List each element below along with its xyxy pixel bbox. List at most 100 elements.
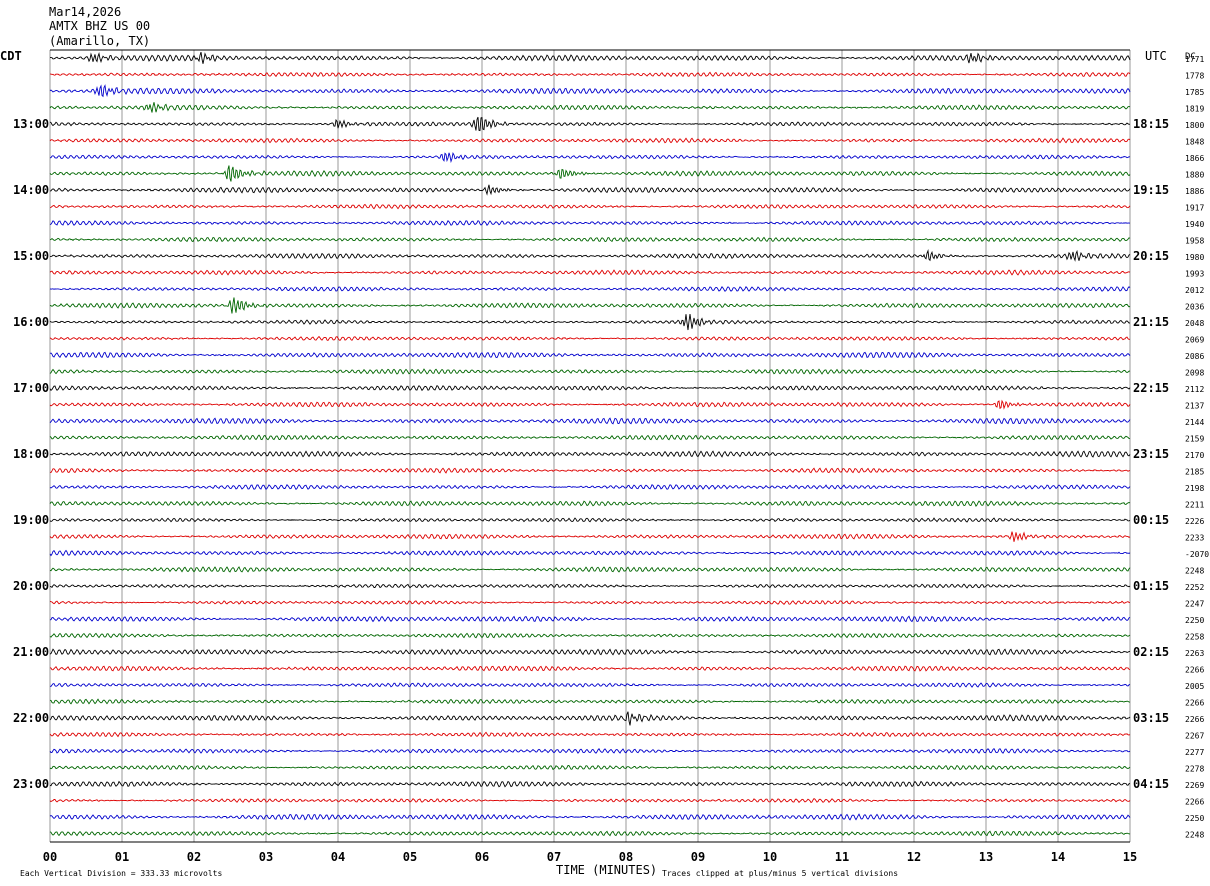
dc-value: 2170 xyxy=(1185,451,1204,460)
x-tick-label: 03 xyxy=(259,850,273,864)
seismic-trace-row xyxy=(49,368,1131,375)
dc-value: 1917 xyxy=(1185,204,1204,213)
seismic-trace-row xyxy=(49,102,1131,113)
header-station: AMTX BHZ US 00 xyxy=(49,19,150,33)
seismic-trace-row xyxy=(49,615,1131,623)
dc-value: 1785 xyxy=(1185,88,1204,97)
seismic-trace-row xyxy=(49,830,1131,837)
left-hour-labels: 13:00 14:00 15:00 16:00 17:00 18:00 19:00 20:00… xyxy=(13,117,49,791)
seismic-trace-row xyxy=(49,137,1131,144)
x-tick-label: 12 xyxy=(907,850,921,864)
x-tick-label: 11 xyxy=(835,850,849,864)
dc-value: 2098 xyxy=(1185,369,1204,378)
seismic-trace-row xyxy=(49,220,1130,226)
dc-value: 2269 xyxy=(1185,781,1204,790)
x-tick-label: 00 xyxy=(43,850,57,864)
seismic-trace-row xyxy=(49,711,1131,726)
seismic-trace-row xyxy=(49,566,1131,573)
dc-value: 2250 xyxy=(1185,814,1204,823)
x-tick-label: 08 xyxy=(619,850,633,864)
x-axis-ticks: 00 01 02 03 04 05 06 07 08 09 10 11 12 13 14 15 xyxy=(43,850,1137,864)
x-tick-label: 07 xyxy=(547,850,561,864)
dc-value: 2247 xyxy=(1185,600,1204,609)
left-hour-label: 22:00 xyxy=(13,711,49,725)
dc-value: 2036 xyxy=(1185,303,1204,312)
x-tick-label: 15 xyxy=(1123,850,1137,864)
seismic-trace-row xyxy=(49,484,1131,491)
dc-value: 2069 xyxy=(1185,336,1204,345)
dc-value: 2266 xyxy=(1185,699,1204,708)
left-hour-label: 20:00 xyxy=(13,579,49,593)
seismic-trace-row xyxy=(49,531,1131,542)
seismic-trace-row xyxy=(49,116,1131,132)
x-tick-label: 10 xyxy=(763,850,777,864)
seismic-trace-row xyxy=(49,500,1131,507)
dc-value: 1940 xyxy=(1185,220,1204,229)
left-zone-label: CDT xyxy=(0,49,22,63)
seismic-trace-row xyxy=(50,51,1131,64)
dc-value: 1819 xyxy=(1185,105,1204,114)
dc-value: 2144 xyxy=(1185,418,1204,427)
seismic-trace-row xyxy=(49,748,1131,754)
x-tick-label: 06 xyxy=(475,850,489,864)
left-hour-label: 16:00 xyxy=(13,315,49,329)
dc-value: 2266 xyxy=(1185,798,1204,807)
dc-value: 1958 xyxy=(1185,237,1204,246)
left-hour-label: 18:00 xyxy=(13,447,49,461)
seismic-trace-row xyxy=(49,813,1131,821)
dc-value: 2159 xyxy=(1185,435,1204,444)
right-hour-label: 03:15 xyxy=(1133,711,1169,725)
x-tick-label: 04 xyxy=(331,850,345,864)
dc-value: 1771 xyxy=(1185,55,1204,64)
x-tick-label: 13 xyxy=(979,850,993,864)
dc-value: 1866 xyxy=(1185,154,1204,163)
seismic-trace-row xyxy=(49,313,1131,331)
grid-lines xyxy=(49,49,1131,843)
dc-value: 2185 xyxy=(1185,468,1204,477)
dc-value: 2267 xyxy=(1185,732,1204,741)
plot-header: Mar14,2026 AMTX BHZ US 00 (Amarillo, TX) xyxy=(49,5,150,48)
scale-note: Each Vertical Division = 333.33 microvol… xyxy=(20,869,222,878)
dc-value: 2278 xyxy=(1185,765,1204,774)
dc-value: 2137 xyxy=(1185,402,1204,411)
right-hour-label: 04:15 xyxy=(1133,777,1169,791)
dc-value: 2266 xyxy=(1185,715,1204,724)
right-hour-label: 20:15 xyxy=(1133,249,1169,263)
header-location: (Amarillo, TX) xyxy=(49,34,150,48)
dc-value: 1980 xyxy=(1185,253,1204,262)
dc-value: -2070 xyxy=(1185,550,1209,559)
right-hour-label: 00:15 xyxy=(1133,513,1169,527)
x-tick-label: 01 xyxy=(115,850,129,864)
trace-layer xyxy=(49,51,1131,837)
dc-value: 2211 xyxy=(1185,501,1204,510)
dc-value: 2266 xyxy=(1185,666,1204,675)
seismic-trace-row xyxy=(49,648,1131,656)
right-hour-label: 22:15 xyxy=(1133,381,1169,395)
left-hour-label: 13:00 xyxy=(13,117,49,131)
right-hour-label: 02:15 xyxy=(1133,645,1169,659)
seismic-trace-row xyxy=(49,600,1131,605)
seismic-trace-row xyxy=(49,698,1131,705)
dc-value: 2012 xyxy=(1185,286,1204,295)
seismic-trace-row xyxy=(49,467,1131,474)
dc-value: 2277 xyxy=(1185,748,1204,757)
dc-value: 1993 xyxy=(1185,270,1204,279)
seismic-trace-row xyxy=(49,583,1131,589)
seismic-trace-row xyxy=(49,184,1131,196)
seismic-trace-row xyxy=(49,549,1131,557)
seismic-trace-row xyxy=(49,780,1131,788)
dc-value: 2226 xyxy=(1185,517,1204,526)
x-tick-label: 14 xyxy=(1051,850,1065,864)
right-hour-labels: 18:15 19:15 20:15 21:15 22:15 23:15 00:15 01:15… xyxy=(1133,117,1169,791)
x-tick-label: 02 xyxy=(187,850,201,864)
seismic-trace-row xyxy=(49,335,1131,341)
dc-value: 2048 xyxy=(1185,319,1204,328)
seismic-trace-row xyxy=(49,682,1131,688)
right-hour-label: 19:15 xyxy=(1133,183,1169,197)
dc-value: 2112 xyxy=(1185,385,1204,394)
seismic-trace-row xyxy=(49,351,1131,359)
dc-value: 2248 xyxy=(1185,831,1204,840)
seismic-trace-row xyxy=(49,151,1131,164)
seismic-trace-row xyxy=(49,286,1131,292)
right-hour-label: 01:15 xyxy=(1133,579,1169,593)
